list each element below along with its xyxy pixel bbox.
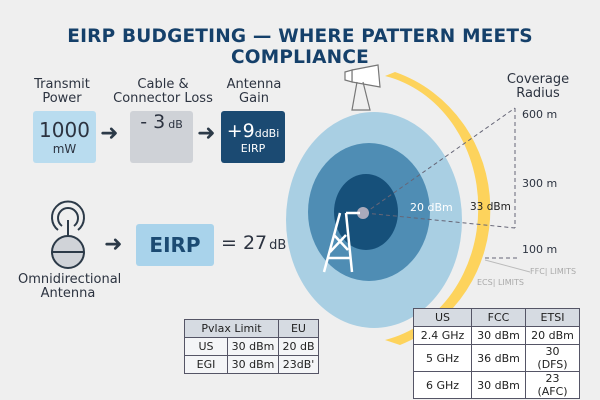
antenna-gain-label: Antenna Gain <box>226 77 282 106</box>
compliance-arc <box>385 72 491 345</box>
antenna-gain-sub: EIRP <box>240 141 266 155</box>
arrow-icon: ➜ <box>104 232 123 257</box>
eirp-result: = 27 dB <box>221 232 287 254</box>
table-header: ETSI <box>525 308 580 327</box>
antenna-hub <box>357 207 369 219</box>
table-header: Pvlax Limit <box>184 319 279 338</box>
transmit-power-value: 1000 <box>39 118 90 142</box>
table-row: 5 GHz 36 dBm 30 (DFS) <box>413 344 580 372</box>
antenna-gain-box: +9ddBi EIRP <box>221 111 285 163</box>
coverage-title: Coverage Radius <box>506 72 570 101</box>
radius-100: 100 m <box>522 243 558 256</box>
table-row: 2.4 GHz 30 dBm 20 dBm <box>413 326 580 345</box>
table-header: US <box>413 308 472 327</box>
etsi-limits-label: ECS| LIMITS <box>477 278 524 287</box>
cable-loss-label: Cable & Connector Loss <box>113 77 213 106</box>
table-row: 6 GHz 30 dBm 23 (AFC) <box>413 371 580 399</box>
arrow-icon: ➜ <box>100 121 119 146</box>
regulatory-table: US FCC ETSI 2.4 GHz 30 dBm 20 dBm 5 GHz 36 dB… <box>413 308 580 399</box>
transmit-power-box: 1000 mW <box>33 111 96 163</box>
arrow-icon: ➜ <box>197 121 216 146</box>
horn-antenna-icon <box>344 64 381 111</box>
tower-icon <box>322 211 360 273</box>
outer-power-label: 33 dBm <box>470 201 511 213</box>
inner-power-label: 20 dBm <box>410 201 453 214</box>
eirp-box: EIRP <box>136 224 214 266</box>
table-header: EU <box>278 319 319 338</box>
cable-loss-value: - 3 <box>140 111 166 133</box>
page-title: EIRP BUDGETING — WHERE PATTERN MEETS COM… <box>67 26 533 68</box>
radius-300: 300 m <box>522 177 558 190</box>
table-row: US 30 dBm 20 dB <box>184 337 319 356</box>
table-header: FCC <box>471 308 526 327</box>
antenna-gain-value: +9 <box>226 119 255 142</box>
transmit-power-label: Transmit Power <box>34 77 90 106</box>
cable-loss-unit: dB <box>168 118 183 131</box>
omni-antenna-label: Omnidirectional Antenna <box>18 272 122 301</box>
fcc-limits-label: FFC| LIMITS <box>530 267 577 276</box>
cable-loss-box: - 3 dB <box>130 111 193 163</box>
radius-600: 600 m <box>522 108 558 121</box>
transmit-power-unit: mW <box>52 142 77 156</box>
table-row: EGI 30 dBm 23dB' <box>184 355 319 374</box>
antenna-gain-unit: ddBi <box>254 126 280 140</box>
max-limit-table: Pvlax Limit EU US 30 dBm 20 dB EGI 30 dBm 23d… <box>184 319 319 374</box>
omni-antenna-icon <box>51 200 85 269</box>
